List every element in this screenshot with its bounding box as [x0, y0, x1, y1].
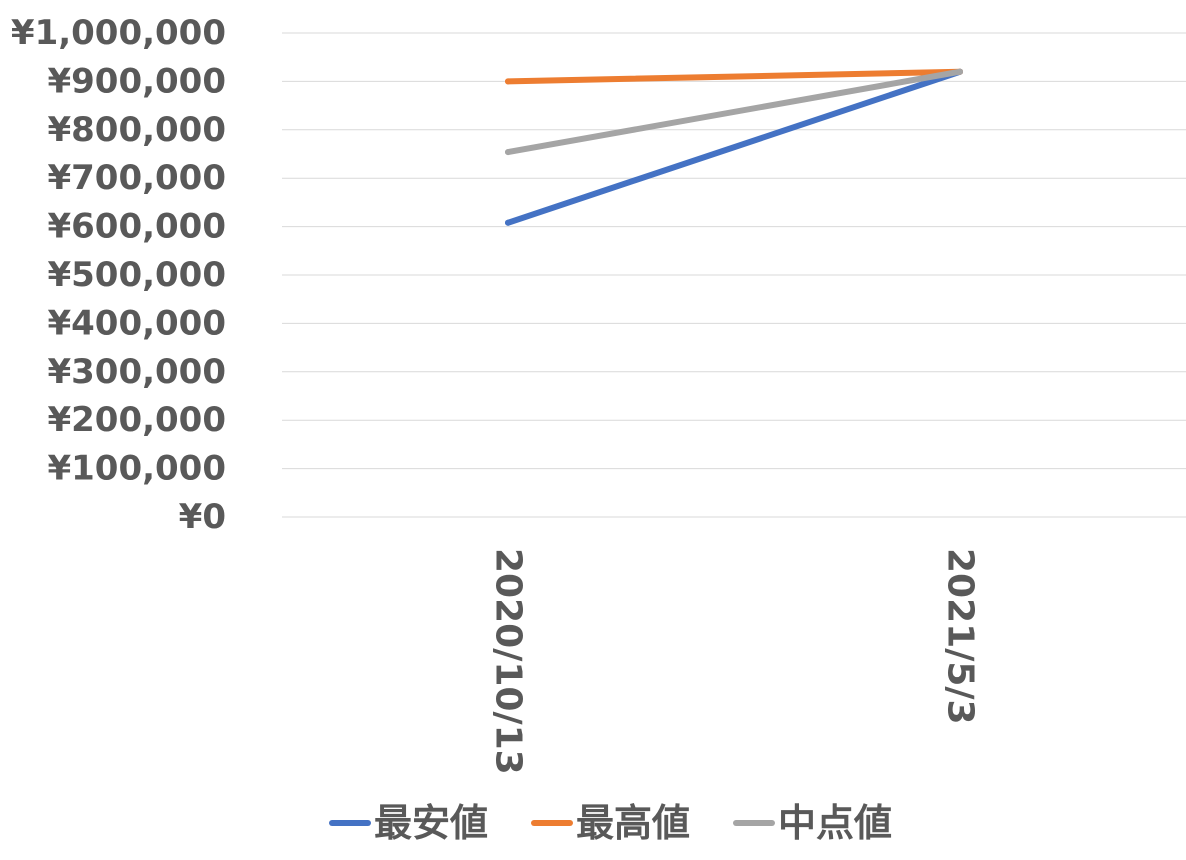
x-tick-label: 2021/5/3	[940, 548, 981, 725]
y-tick-label: ¥500,000	[47, 255, 226, 295]
y-tick-label: ¥300,000	[47, 352, 226, 392]
y-tick-label: ¥400,000	[47, 303, 226, 343]
x-axis-tick-labels: 2020/10/13 2021/5/3	[488, 548, 981, 775]
gridlines	[282, 32, 1186, 518]
legend-label: 最高値	[576, 801, 690, 845]
series-line-2	[505, 68, 963, 85]
legend: 最安値 最高値 中点値	[329, 801, 892, 845]
legend-label: 最安値	[374, 801, 488, 845]
legend-label: 中点値	[778, 801, 892, 845]
series-line-1	[505, 68, 963, 226]
y-tick-label: ¥700,000	[47, 158, 226, 198]
y-tick-label: ¥100,000	[47, 449, 226, 489]
data-point	[505, 149, 511, 156]
y-tick-label: ¥1,000,000	[11, 13, 226, 53]
data-point	[505, 219, 511, 226]
y-tick-label: ¥800,000	[47, 110, 226, 150]
y-tick-label: ¥900,000	[47, 61, 226, 101]
y-tick-label: ¥200,000	[47, 400, 226, 440]
series-line-3	[505, 68, 963, 156]
y-tick-label: ¥0	[179, 497, 226, 537]
y-axis-tick-labels: ¥0 ¥100,000 ¥200,000 ¥300,000 ¥400,000 ¥500,0…	[11, 13, 226, 537]
series-lines	[505, 68, 963, 226]
data-point	[957, 68, 963, 75]
y-tick-label: ¥600,000	[47, 207, 226, 247]
data-point	[505, 78, 511, 85]
x-tick-label: 2020/10/13	[488, 548, 529, 775]
